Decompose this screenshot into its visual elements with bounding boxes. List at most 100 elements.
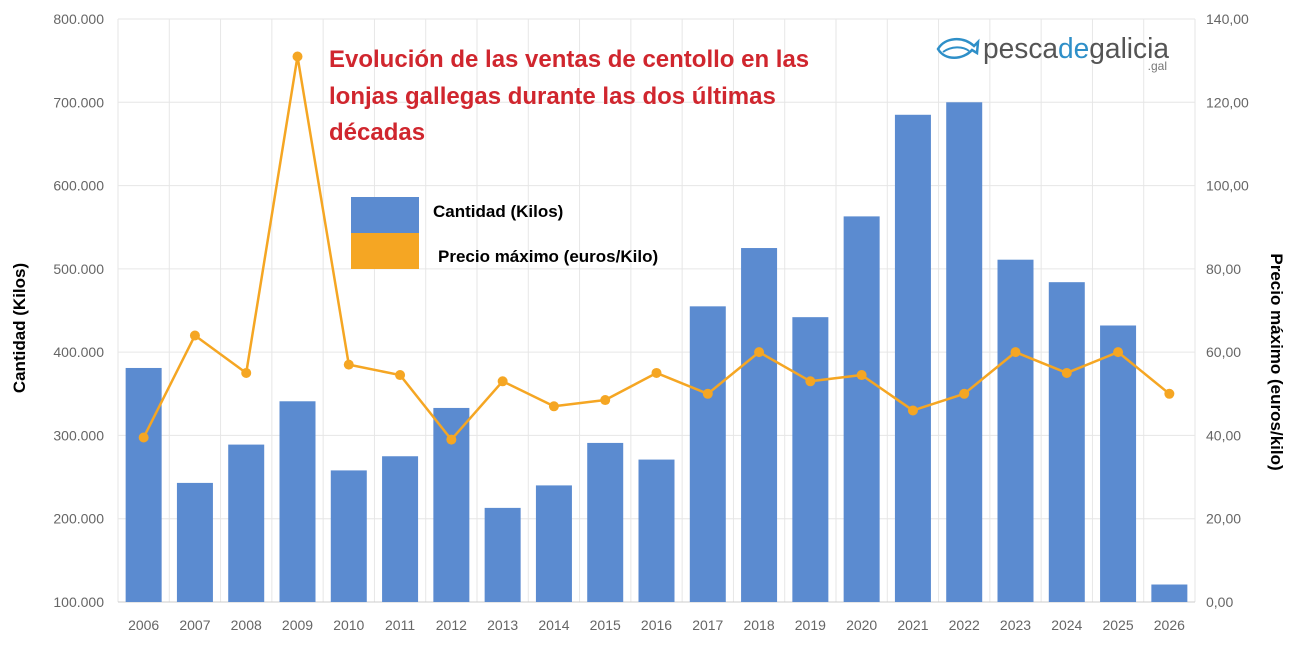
x-tick-label: 2014 <box>538 617 569 633</box>
bar-2024 <box>1048 282 1085 602</box>
y-left-tick-label: 300.000 <box>53 427 104 443</box>
bar-2007 <box>176 482 213 602</box>
y-right-tick-label: 60,00 <box>1206 344 1241 360</box>
y-right-tick-label: 20,00 <box>1206 511 1241 527</box>
bar-2006 <box>125 367 162 602</box>
y-right-tick-label: 0,00 <box>1206 594 1233 610</box>
x-tick-label: 2016 <box>641 617 672 633</box>
bar-series <box>125 102 1188 603</box>
y-right-tick-label: 40,00 <box>1206 427 1241 443</box>
x-tick-label: 2017 <box>692 617 723 633</box>
x-tick-label: 2013 <box>487 617 518 633</box>
y-left-tick-label: 100.000 <box>53 594 104 610</box>
bar-2016 <box>638 459 675 602</box>
x-tick-label: 2011 <box>385 617 415 633</box>
x-tick-label: 2024 <box>1051 617 1082 633</box>
y-left-tick-label: 400.000 <box>53 344 104 360</box>
bar-2018 <box>741 248 778 603</box>
logo-wordmark: pescadegalicia <box>983 33 1170 65</box>
price-point-2019 <box>805 376 816 387</box>
x-tick-label: 2009 <box>282 617 313 633</box>
bar-2014 <box>535 485 572 602</box>
y-left-tick-label: 700.000 <box>53 94 104 110</box>
logo-suffix: .gal <box>1148 59 1167 73</box>
price-point-2009 <box>292 51 303 62</box>
y-left-tick-label: 500.000 <box>53 261 104 277</box>
x-tick-label: 2010 <box>333 617 364 633</box>
logo-word-pesca: pesca <box>983 33 1059 65</box>
price-point-2026 <box>1164 388 1175 399</box>
price-point-2018 <box>754 347 765 358</box>
chart-title-line-3: décadas <box>329 119 425 146</box>
x-tick-label: 2018 <box>743 617 774 633</box>
price-point-2006 <box>138 432 149 443</box>
bar-2015 <box>587 442 624 602</box>
chart-title-line-2: lonjas gallegas durante las dos últimas <box>329 83 776 110</box>
legend-swatch-cantidad <box>351 197 419 233</box>
price-point-2024 <box>1061 367 1072 378</box>
bar-2011 <box>382 456 419 602</box>
x-tick-label: 2023 <box>1000 617 1031 633</box>
bar-2023 <box>997 259 1034 602</box>
pescadegalicia-logo: pescadegalicia .gal <box>936 33 1170 73</box>
price-point-2008 <box>241 367 252 378</box>
y-right-tick-label: 120,00 <box>1206 94 1249 110</box>
price-point-2023 <box>1010 347 1021 358</box>
y-right-tick-label: 80,00 <box>1206 261 1241 277</box>
legend-swatch-precio <box>351 233 419 269</box>
legend-label-cantidad: Cantidad (Kilos) <box>433 202 563 221</box>
x-tick-label: 2025 <box>1102 617 1133 633</box>
x-tick-label: 2020 <box>846 617 877 633</box>
line-series <box>138 51 1175 445</box>
x-tick-label: 2022 <box>949 617 980 633</box>
price-point-2022 <box>959 388 970 399</box>
x-tick-label: 2006 <box>128 617 159 633</box>
bar-2019 <box>792 317 829 602</box>
price-point-2017 <box>702 388 713 399</box>
price-point-2010 <box>343 359 354 370</box>
bar-2017 <box>689 306 726 602</box>
price-point-2014 <box>548 401 559 412</box>
y-left-tick-label: 200.000 <box>53 511 104 527</box>
price-point-2025 <box>1113 347 1124 358</box>
logo-word-galicia: galicia <box>1089 33 1170 65</box>
price-point-2012 <box>446 434 457 445</box>
price-point-2011 <box>395 370 406 381</box>
y-right-tick-label: 100,00 <box>1206 178 1249 194</box>
legend: Cantidad (Kilos) Precio máximo (euros/Ki… <box>351 197 658 269</box>
x-tick-label: 2021 <box>897 617 928 633</box>
y-axis-right-title: Precio máximo (euros/kilo) <box>1267 253 1286 470</box>
x-tick-label: 2007 <box>179 617 210 633</box>
bar-2009 <box>279 401 316 602</box>
price-point-2016 <box>651 367 662 378</box>
price-point-2020 <box>856 370 867 381</box>
x-tick-label: 2019 <box>795 617 826 633</box>
bar-2013 <box>484 507 521 602</box>
bar-2022 <box>946 102 983 603</box>
y-right-tick-label: 140,00 <box>1206 11 1249 27</box>
chart-title-line-1: Evolución de las ventas de centollo en l… <box>329 46 809 73</box>
y-left-tick-label: 600.000 <box>53 178 104 194</box>
bar-2008 <box>228 444 265 602</box>
chart-title: Evolución de las ventas de centollo en l… <box>329 46 809 146</box>
price-point-2015 <box>600 395 611 406</box>
price-point-2013 <box>497 376 508 387</box>
bar-2021 <box>894 114 931 603</box>
legend-label-precio: Precio máximo (euros/Kilo) <box>438 247 658 266</box>
price-point-2007 <box>189 330 200 341</box>
x-tick-label: 2012 <box>436 617 467 633</box>
axis-ticks: 100.000 0,00 200.000 20,00 300.000 40,00 400.0… <box>53 11 1249 633</box>
bar-2026 <box>1151 584 1188 602</box>
fish-logo-icon <box>936 38 980 59</box>
y-axis-left-title: Cantidad (Kilos) <box>10 263 29 393</box>
x-tick-label: 2008 <box>231 617 262 633</box>
bar-2010 <box>330 470 367 602</box>
price-point-2021 <box>907 405 918 416</box>
bar-2020 <box>843 216 880 602</box>
logo-word-de: de <box>1058 33 1089 65</box>
bar-2025 <box>1100 325 1137 602</box>
x-tick-label: 2015 <box>590 617 621 633</box>
x-tick-label: 2026 <box>1154 617 1185 633</box>
y-left-tick-label: 800.000 <box>53 11 104 27</box>
